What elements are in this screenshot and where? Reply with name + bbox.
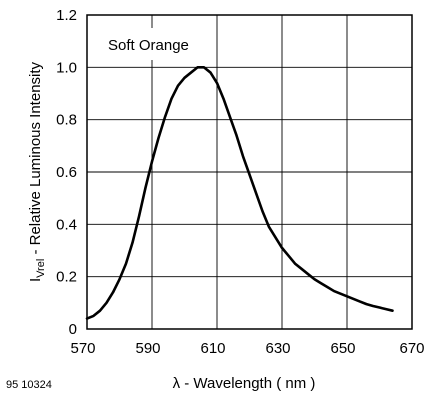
annotation-soft-orange: Soft Orange	[108, 37, 189, 54]
x-tick-label-670: 670	[399, 340, 424, 357]
x-axis-label: λ - Wavelength ( nm )	[173, 375, 316, 392]
y-axis-label-subscript: Vrel	[35, 259, 47, 278]
x-tick-label-630: 630	[265, 340, 290, 357]
x-tick-labels: 570 590 610 630 650 670	[70, 340, 424, 357]
y-tick-label-2: 0.4	[56, 216, 77, 233]
y-tick-label-0: 0	[69, 321, 77, 338]
x-tick-label-590: 590	[135, 340, 160, 357]
y-tick-label-5: 1.0	[56, 59, 77, 76]
figure-id: 95 10324	[6, 379, 52, 391]
y-tick-label-6: 1.2	[56, 7, 77, 24]
y-tick-label-3: 0.6	[56, 164, 77, 181]
x-tick-label-650: 650	[330, 340, 355, 357]
y-axis-label-rest: - Relative Luminous Intensity	[27, 61, 44, 258]
x-tick-label-610: 610	[200, 340, 225, 357]
plot-frame	[86, 14, 413, 330]
y-axis-label-prefix: I	[27, 278, 44, 282]
y-tick-label-1: 0.2	[56, 269, 77, 286]
x-tick-label-570: 570	[70, 340, 95, 357]
annotation-background	[100, 28, 206, 60]
y-tick-labels: 0 0.2 0.4 0.6 0.8 1.0 1.2	[56, 7, 77, 338]
y-axis-label: IVrel - Relative Luminous Intensity	[27, 61, 47, 282]
y-tick-label-4: 0.8	[56, 112, 77, 129]
series-line	[85, 66, 394, 320]
